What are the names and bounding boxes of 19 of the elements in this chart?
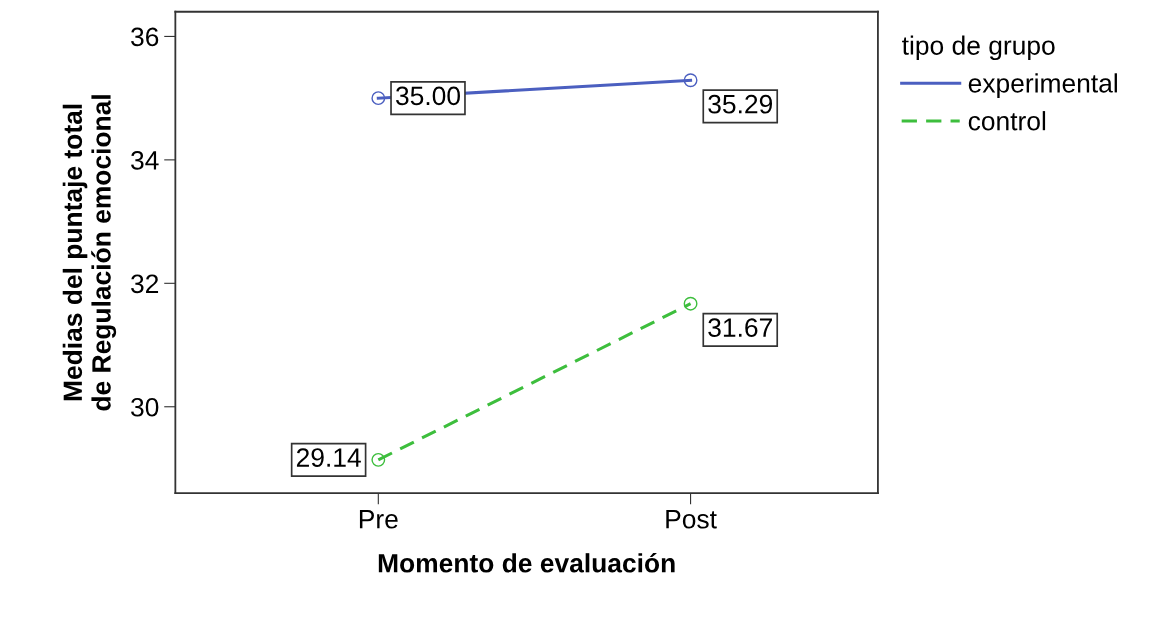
data-label: 35.00 (395, 86, 460, 106)
point (371, 452, 386, 467)
x-axis-title: Momento de evaluación (378, 552, 675, 573)
data-label: 31.67 (708, 318, 772, 337)
y-tick-label: 32 (131, 274, 159, 294)
point (371, 91, 386, 106)
point (683, 73, 698, 88)
y-tick-label: 30 (131, 397, 159, 417)
x-tick-label: Post (666, 510, 717, 529)
y-tick-label: 36 (131, 27, 159, 47)
point (683, 296, 698, 311)
y-tick-label: 34 (131, 151, 159, 170)
legend-label: experimental (968, 73, 1117, 98)
data-label: 35.29 (708, 94, 773, 114)
data-label: 29.14 (296, 448, 361, 467)
legend-title: tipo de grupo (902, 35, 1055, 61)
x-tick-label: Pre (359, 510, 398, 529)
legend-label: control (968, 111, 1046, 131)
y-axis-title: Medias del puntaje total de Regulación emocional (62, 95, 117, 411)
